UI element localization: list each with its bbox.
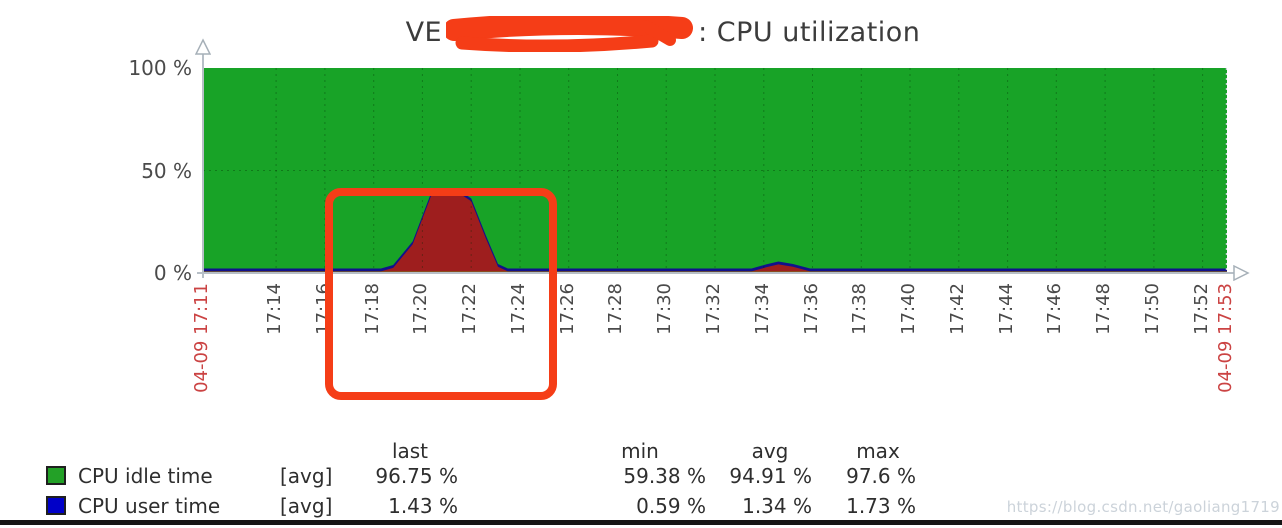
legend-value-max: 1.73 %	[846, 494, 916, 518]
legend-series-name: CPU idle time	[78, 464, 213, 488]
legend-series-name: CPU user time	[78, 494, 221, 518]
graph-title-suffix: : CPU utilization	[698, 16, 921, 48]
legend-aggregation: [avg]	[280, 464, 333, 488]
y-axis-arrow-icon	[195, 38, 211, 55]
legend-value-max: 97.6 %	[846, 464, 916, 488]
legend-header-min: min	[621, 439, 659, 463]
y-axis-line	[202, 52, 204, 278]
redaction-scribble-icon	[446, 16, 694, 52]
legend-swatch	[46, 496, 66, 515]
legend-header-avg: avg	[751, 439, 789, 463]
bottom-border-bar	[0, 520, 1282, 525]
annotation-highlight-box	[325, 188, 557, 400]
watermark: https://blog.csdn.net/gaoliang1719	[1006, 498, 1280, 516]
legend-value-last: 96.75 %	[375, 464, 458, 488]
legend-value-avg: 94.91 %	[729, 464, 812, 488]
legend-value-min: 0.59 %	[636, 494, 706, 518]
graph-title-prefix: VE	[405, 16, 443, 48]
y-tick-label: 50 %	[141, 158, 192, 183]
legend-value-avg: 1.34 %	[742, 494, 812, 518]
graph-title: VE : CPU utilization	[22, 12, 1282, 52]
legend-value-last: 1.43 %	[388, 494, 458, 518]
y-tick-label: 100 %	[128, 56, 192, 80]
legend-header-last: last	[391, 439, 429, 463]
series-red-area	[203, 193, 1227, 273]
legend-aggregation: [avg]	[280, 494, 333, 518]
x-axis-arrow-icon	[1233, 265, 1250, 281]
legend-swatch	[46, 466, 66, 485]
legend-value-min: 59.38 %	[623, 464, 706, 488]
x-axis-line	[197, 272, 1234, 274]
y-tick-label: 0 %	[153, 261, 192, 285]
legend-header-max: max	[856, 439, 900, 463]
series-idle-area	[203, 68, 1227, 273]
